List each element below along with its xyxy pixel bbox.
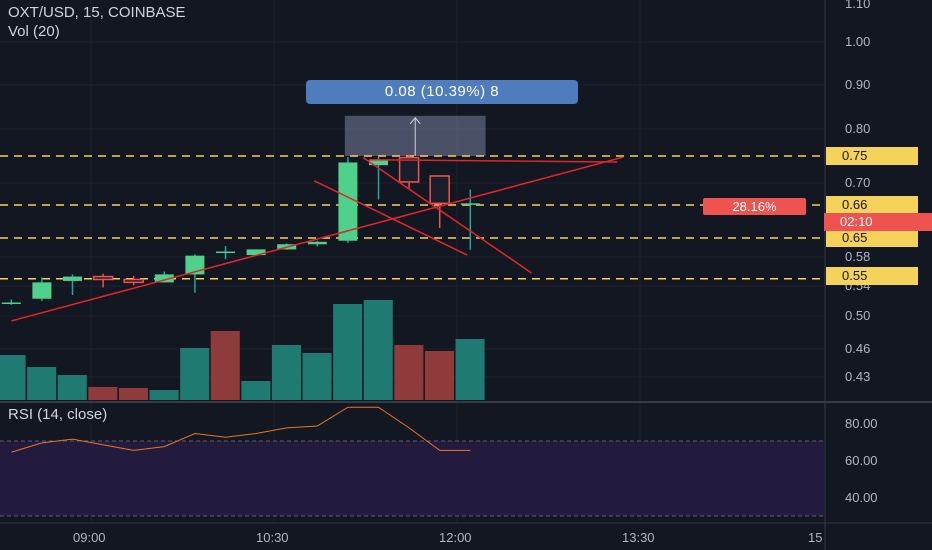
percent-change-badge: 28.16%: [703, 198, 806, 215]
trend-line: [369, 159, 618, 163]
trend-line: [11, 156, 624, 322]
volume-bar: [88, 387, 118, 400]
price-axis-tick: 1.10: [845, 0, 871, 11]
time-axis-tick: 15: [808, 530, 823, 545]
volume-bar: [118, 388, 148, 400]
candle-body: [246, 249, 266, 256]
symbol-title[interactable]: OXT/USD, 15, COINBASE: [8, 4, 186, 21]
candle-body: [63, 276, 82, 281]
volume-bar: [149, 390, 179, 400]
price-axis-tick: 0.43: [845, 369, 871, 384]
volume-bar: [363, 300, 393, 400]
volume-bar: [333, 304, 363, 400]
candle-body: [154, 274, 174, 283]
volume-bar: [455, 339, 485, 400]
price-axis-tick: 0.70: [845, 175, 871, 190]
rsi-axis-tick: 40.00: [845, 490, 878, 505]
volume-bar: [0, 355, 26, 400]
price-axis-badge: 0.66: [826, 196, 918, 214]
rsi-axis-tick: 60.00: [845, 453, 878, 468]
rsi-band: [0, 441, 824, 516]
candle-body: [429, 175, 450, 205]
rsi-line: [11, 406, 471, 453]
price-axis-tick: 0.90: [845, 77, 871, 92]
candle-body: [398, 156, 420, 183]
price-axis-badge: 0.75: [826, 147, 918, 165]
volume-bar: [57, 375, 87, 400]
measure-arrow-head: [409, 117, 421, 125]
volume-bar: [424, 351, 454, 400]
volume-bar: [27, 367, 57, 400]
volume-bar: [394, 345, 424, 400]
candle-body: [123, 278, 144, 284]
time-axis-tick: 13:30: [622, 530, 655, 545]
candle-body: [460, 203, 480, 205]
time-axis-tick: 10:30: [256, 530, 289, 545]
volume-bar: [180, 348, 210, 400]
time-axis-tick: 12:00: [439, 530, 472, 545]
volume-bar: [241, 381, 271, 400]
candle-body: [92, 275, 114, 281]
price-axis-badge: 02:10: [824, 213, 932, 231]
price-axis-badge: 0.55: [826, 267, 918, 285]
candle-body: [32, 282, 52, 299]
candle-body: [216, 251, 235, 254]
volume-bar: [302, 353, 332, 400]
trend-line: [313, 180, 468, 256]
time-axis-tick: 09:00: [73, 530, 106, 545]
volume-bar: [210, 331, 240, 400]
candle-body: [1, 302, 21, 304]
candle-body: [185, 255, 205, 275]
price-axis-tick: 0.58: [845, 249, 871, 264]
price-axis-badge: 0.65: [826, 229, 918, 247]
price-axis-tick: 0.50: [845, 308, 871, 323]
price-axis-tick: 0.80: [845, 121, 871, 136]
rsi-axis-tick: 80.00: [845, 416, 878, 431]
price-axis-tick: 0.46: [845, 341, 871, 356]
trend-line: [362, 157, 532, 274]
candle-body: [307, 241, 327, 245]
measure-tool-label: 0.08 (10.39%) 8: [306, 80, 578, 104]
volume-indicator-label[interactable]: Vol (20): [8, 23, 60, 40]
candle-body: [369, 160, 388, 166]
volume-bar: [271, 345, 301, 400]
rsi-indicator-label[interactable]: RSI (14, close): [8, 406, 108, 423]
candle-body: [338, 162, 358, 241]
price-axis-tick: 1.00: [845, 34, 871, 49]
